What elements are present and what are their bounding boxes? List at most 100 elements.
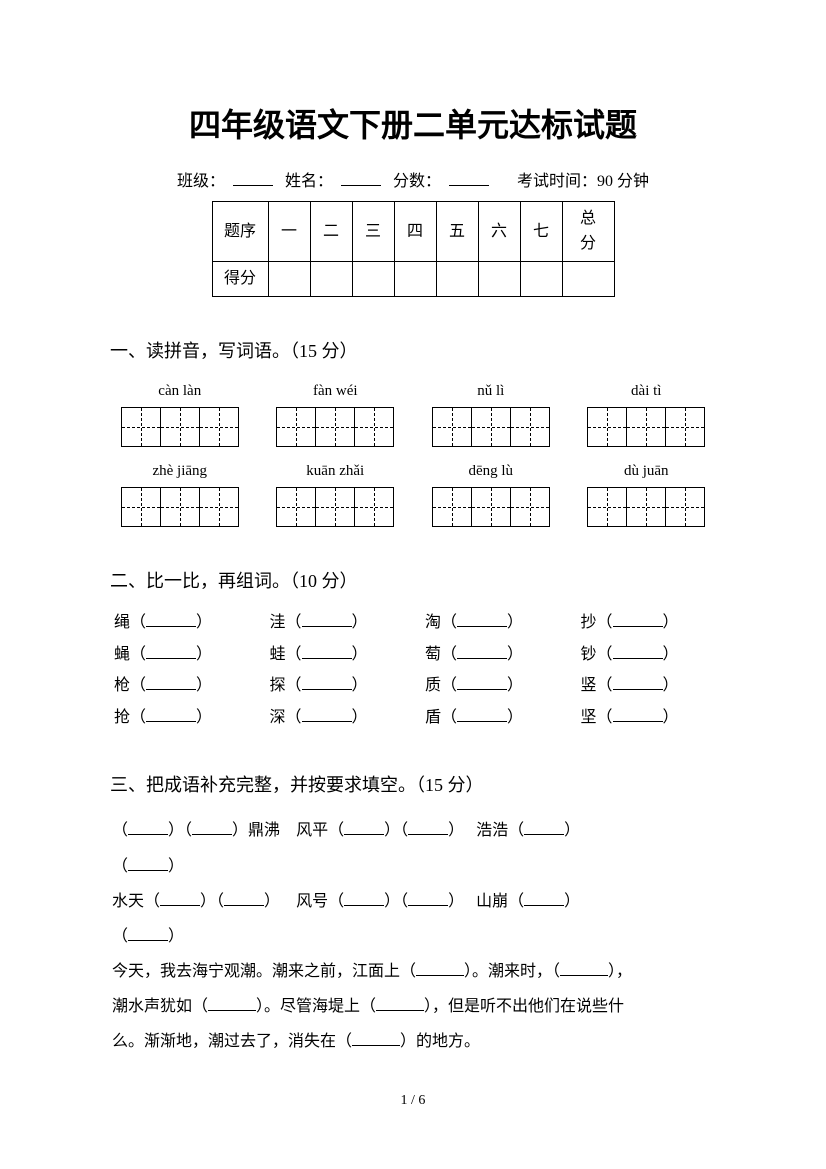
pinyin-label: dài tì (587, 379, 707, 403)
compare-blank[interactable] (302, 645, 352, 659)
compare-item: 蝇（） (114, 642, 246, 668)
pinyin-label: dù juān (587, 459, 707, 483)
para-blank[interactable] (416, 962, 464, 976)
para-blank[interactable] (560, 962, 608, 976)
section-2-title: 二、比一比，再组词。（10 分） (110, 567, 716, 596)
idiom-blank[interactable] (128, 821, 168, 835)
tian-cell[interactable] (432, 487, 472, 527)
tian-cell[interactable] (160, 487, 200, 527)
pinyin-label: dēng lù (431, 459, 551, 483)
compare-blank[interactable] (146, 645, 196, 659)
pinyin-grid: càn lànfàn wéinǔ lìdài tìzhè jiāngkuān z… (110, 379, 716, 527)
para-blank[interactable] (352, 1032, 400, 1046)
table-row: 题序 一 二 三 四 五 六 七 总分 (212, 201, 614, 261)
compare-blank[interactable] (302, 676, 352, 690)
compare-blank[interactable] (457, 708, 507, 722)
tian-cell[interactable] (199, 407, 239, 447)
char-box[interactable] (276, 487, 396, 527)
idiom-blank[interactable] (160, 892, 200, 906)
idiom-blank[interactable] (192, 821, 232, 835)
tian-cell[interactable] (471, 407, 511, 447)
pinyin-label: càn làn (120, 379, 240, 403)
compare-item: 淘（） (425, 610, 557, 636)
tian-cell[interactable] (665, 407, 705, 447)
name-blank[interactable] (341, 170, 381, 186)
compare-blank[interactable] (302, 613, 352, 627)
tian-cell[interactable] (510, 407, 550, 447)
char-box[interactable] (431, 407, 551, 447)
idiom-blank[interactable] (128, 927, 168, 941)
score-cell[interactable] (268, 261, 310, 296)
char-box[interactable] (120, 487, 240, 527)
char-box[interactable] (120, 407, 240, 447)
tian-cell[interactable] (276, 487, 316, 527)
tian-cell[interactable] (587, 487, 627, 527)
tian-cell[interactable] (199, 487, 239, 527)
compare-item: 竖（） (581, 673, 713, 699)
tian-cell[interactable] (354, 487, 394, 527)
col-3: 三 (352, 201, 394, 261)
section-3-title: 三、把成语补充完整，并按要求填空。（15 分） (110, 771, 716, 800)
char-box[interactable] (276, 407, 396, 447)
char-box[interactable] (587, 487, 707, 527)
compare-blank[interactable] (146, 613, 196, 627)
idiom-blank[interactable] (344, 821, 384, 835)
tian-cell[interactable] (121, 487, 161, 527)
compare-blank[interactable] (613, 676, 663, 690)
score-cell[interactable] (310, 261, 352, 296)
col-6: 六 (478, 201, 520, 261)
compare-blank[interactable] (613, 613, 663, 627)
pinyin-label: zhè jiāng (120, 459, 240, 483)
compare-blank[interactable] (613, 645, 663, 659)
score-cell[interactable] (352, 261, 394, 296)
char-box[interactable] (587, 407, 707, 447)
score-cell[interactable] (520, 261, 562, 296)
class-blank[interactable] (233, 170, 273, 186)
idiom-blank[interactable] (408, 821, 448, 835)
tian-cell[interactable] (510, 487, 550, 527)
compare-item: 坚（） (581, 705, 713, 731)
char-box[interactable] (431, 487, 551, 527)
tian-cell[interactable] (587, 407, 627, 447)
idiom-blank[interactable] (224, 892, 264, 906)
compare-item: 抢（） (114, 705, 246, 731)
pinyin-item: fàn wéi (276, 379, 396, 447)
tian-cell[interactable] (626, 487, 666, 527)
score-cell[interactable] (394, 261, 436, 296)
pinyin-item: dēng lù (431, 459, 551, 527)
tian-cell[interactable] (276, 407, 316, 447)
idiom-blank[interactable] (128, 857, 168, 871)
idiom-blank[interactable] (344, 892, 384, 906)
score-table: 题序 一 二 三 四 五 六 七 总分 得分 (212, 201, 615, 297)
tian-cell[interactable] (665, 487, 705, 527)
tian-cell[interactable] (315, 487, 355, 527)
compare-blank[interactable] (457, 613, 507, 627)
compare-blank[interactable] (457, 645, 507, 659)
pinyin-label: fàn wéi (276, 379, 396, 403)
para-blank[interactable] (376, 997, 424, 1011)
compare-blank[interactable] (457, 676, 507, 690)
score-total-cell[interactable] (562, 261, 614, 296)
para-blank[interactable] (208, 997, 256, 1011)
tian-cell[interactable] (121, 407, 161, 447)
score-cell[interactable] (436, 261, 478, 296)
compare-blank[interactable] (146, 708, 196, 722)
section-1-title: 一、读拼音，写词语。（15 分） (110, 337, 716, 366)
compare-blank[interactable] (613, 708, 663, 722)
score-cell[interactable] (478, 261, 520, 296)
col-total: 总分 (562, 201, 614, 261)
tian-cell[interactable] (315, 407, 355, 447)
compare-item: 盾（） (425, 705, 557, 731)
compare-blank[interactable] (146, 676, 196, 690)
compare-item: 钞（） (581, 642, 713, 668)
idiom-blank[interactable] (524, 821, 564, 835)
tian-cell[interactable] (432, 407, 472, 447)
tian-cell[interactable] (626, 407, 666, 447)
tian-cell[interactable] (471, 487, 511, 527)
tian-cell[interactable] (160, 407, 200, 447)
tian-cell[interactable] (354, 407, 394, 447)
idiom-blank[interactable] (408, 892, 448, 906)
score-blank[interactable] (449, 170, 489, 186)
compare-blank[interactable] (302, 708, 352, 722)
idiom-blank[interactable] (524, 892, 564, 906)
